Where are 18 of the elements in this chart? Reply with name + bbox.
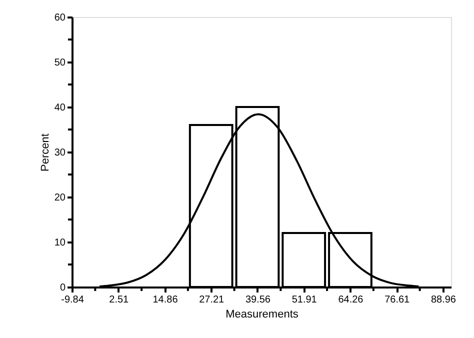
x-tick-label: 2.51 bbox=[109, 294, 130, 306]
x-tick-label: 88.96 bbox=[430, 294, 456, 306]
y-tick-label: 10 bbox=[54, 238, 66, 248]
x-tick-label: 39.56 bbox=[245, 294, 271, 306]
y-tick-label: 20 bbox=[54, 192, 66, 204]
x-tick-label: 27.21 bbox=[199, 294, 225, 306]
x-tick-label: -9.84 bbox=[61, 294, 84, 306]
x-tick-label: 76.61 bbox=[384, 294, 410, 306]
y-tick-label: 0 bbox=[60, 282, 66, 294]
y-tick-label: 50 bbox=[54, 58, 66, 68]
x-tick-label: 64.26 bbox=[338, 294, 364, 306]
x-tick-label: 14.86 bbox=[152, 294, 178, 306]
y-tick-label: 40 bbox=[54, 102, 66, 114]
x-axis-title: Measurements bbox=[226, 308, 299, 320]
x-tick-label: 51.91 bbox=[292, 294, 318, 306]
y-tick-label: 60 bbox=[54, 12, 66, 24]
y-tick-label: 30 bbox=[54, 148, 66, 158]
y-axis-title: Percent bbox=[39, 134, 52, 172]
